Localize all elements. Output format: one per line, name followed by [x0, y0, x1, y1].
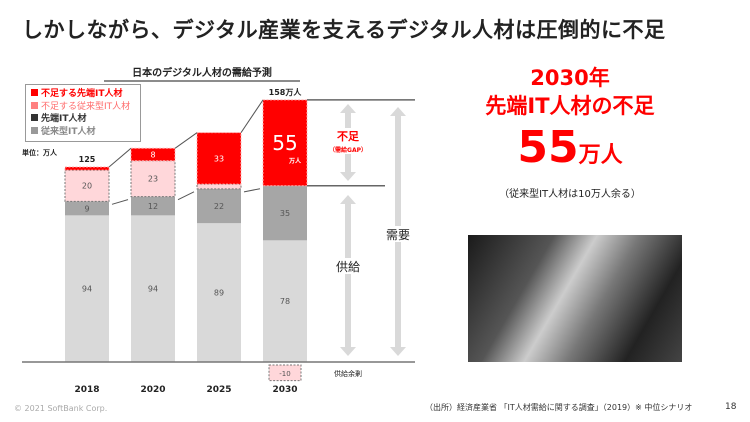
label-bg — [384, 226, 412, 242]
headline-note: （従来型IT人材は10万人余る） — [499, 189, 641, 200]
total-label: 125 — [79, 155, 96, 164]
headline-year: 2030年 — [530, 66, 610, 90]
connector-line — [243, 188, 261, 193]
bar-segment — [263, 185, 307, 241]
segment-label: 94 — [148, 285, 158, 294]
headline-number: 55 — [517, 122, 579, 173]
supply-label: 供給 — [336, 260, 360, 274]
bar-segment — [197, 223, 241, 362]
unit-label: 単位：万人 — [22, 148, 58, 157]
people-at-computer-photo — [468, 235, 682, 362]
segment-label: -10 — [279, 370, 290, 378]
highlight-value: 55 — [272, 131, 297, 155]
bar-segment — [130, 160, 176, 198]
copyright: © 2021 SoftBank Corp. — [14, 404, 108, 413]
segment-label: 33 — [214, 154, 224, 163]
segment-label: 8 — [150, 151, 155, 160]
segment-label: 78 — [280, 297, 290, 306]
bar-segment-surplus — [268, 364, 302, 382]
segment-label: 35 — [280, 209, 290, 218]
connector-line — [177, 191, 195, 201]
connector-line — [108, 147, 132, 168]
segment-label: 12 — [148, 202, 158, 211]
surplus-label: 供給余剰 — [334, 369, 362, 378]
source-note: （出所）経済産業省 「IT人材需給に関する調査」（2019）※ 中位シナリオ — [425, 403, 693, 412]
demand-label: 需要 — [386, 228, 410, 242]
x-tick-label: 2030 — [272, 385, 297, 395]
headline-panel: 2030年 先端IT人材の不足 55万人 （従来型IT人材は10万人余る） — [470, 64, 670, 200]
bar-segment — [131, 196, 175, 216]
legend-item: 不足する先端IT人材 — [31, 88, 135, 101]
chart-title: 日本のデジタル人材の需給予測 — [132, 66, 272, 79]
gap-label: 不足 — [337, 130, 360, 143]
supply-arrow-icon — [340, 195, 356, 356]
label-bg — [336, 128, 360, 154]
bar-segment — [197, 188, 241, 224]
page-title: しかしながら、デジタル産業を支えるデジタル人材は圧倒的に不足 — [22, 18, 666, 42]
segment-label: 20 — [82, 182, 92, 191]
bar-segment — [131, 215, 175, 362]
x-tick-label: 2025 — [206, 385, 231, 395]
bar-segment — [65, 201, 109, 216]
bar-segment — [263, 240, 307, 362]
segment-label: 94 — [82, 285, 92, 294]
connector-line — [111, 199, 129, 205]
legend-item: 不足する従来型IT人材 — [31, 101, 135, 114]
bar-segment — [262, 99, 308, 187]
bar-segment — [196, 132, 242, 185]
segment-label: 89 — [214, 289, 224, 298]
chart-legend: 不足する先端IT人材 不足する従来型IT人材 先端IT人材 従来型IT人材 — [25, 84, 141, 142]
headline-text: 先端IT人材の不足 — [485, 94, 655, 118]
bar-segment — [196, 183, 242, 190]
total-label: 158万人 — [269, 87, 303, 97]
label-bg — [334, 258, 362, 274]
bar-segment — [65, 215, 109, 362]
connector-line — [240, 99, 264, 133]
headline-unit: 万人 — [578, 143, 623, 168]
x-tick-label: 2020 — [140, 385, 165, 395]
connector-line — [174, 132, 198, 149]
x-tick-label: 2018 — [74, 385, 99, 395]
gap-sublabel: （需給GAP） — [329, 146, 367, 154]
segment-label: 9 — [84, 204, 89, 213]
bar-segment — [130, 147, 176, 162]
legend-item: 先端IT人材 — [31, 113, 135, 126]
bar-segment — [64, 166, 110, 171]
highlight-unit: 万人 — [288, 157, 302, 165]
page-number: 18 — [725, 402, 737, 412]
legend-item: 従来型IT人材 — [31, 126, 135, 139]
segment-label: 23 — [148, 175, 158, 184]
segment-label: 22 — [214, 202, 224, 211]
